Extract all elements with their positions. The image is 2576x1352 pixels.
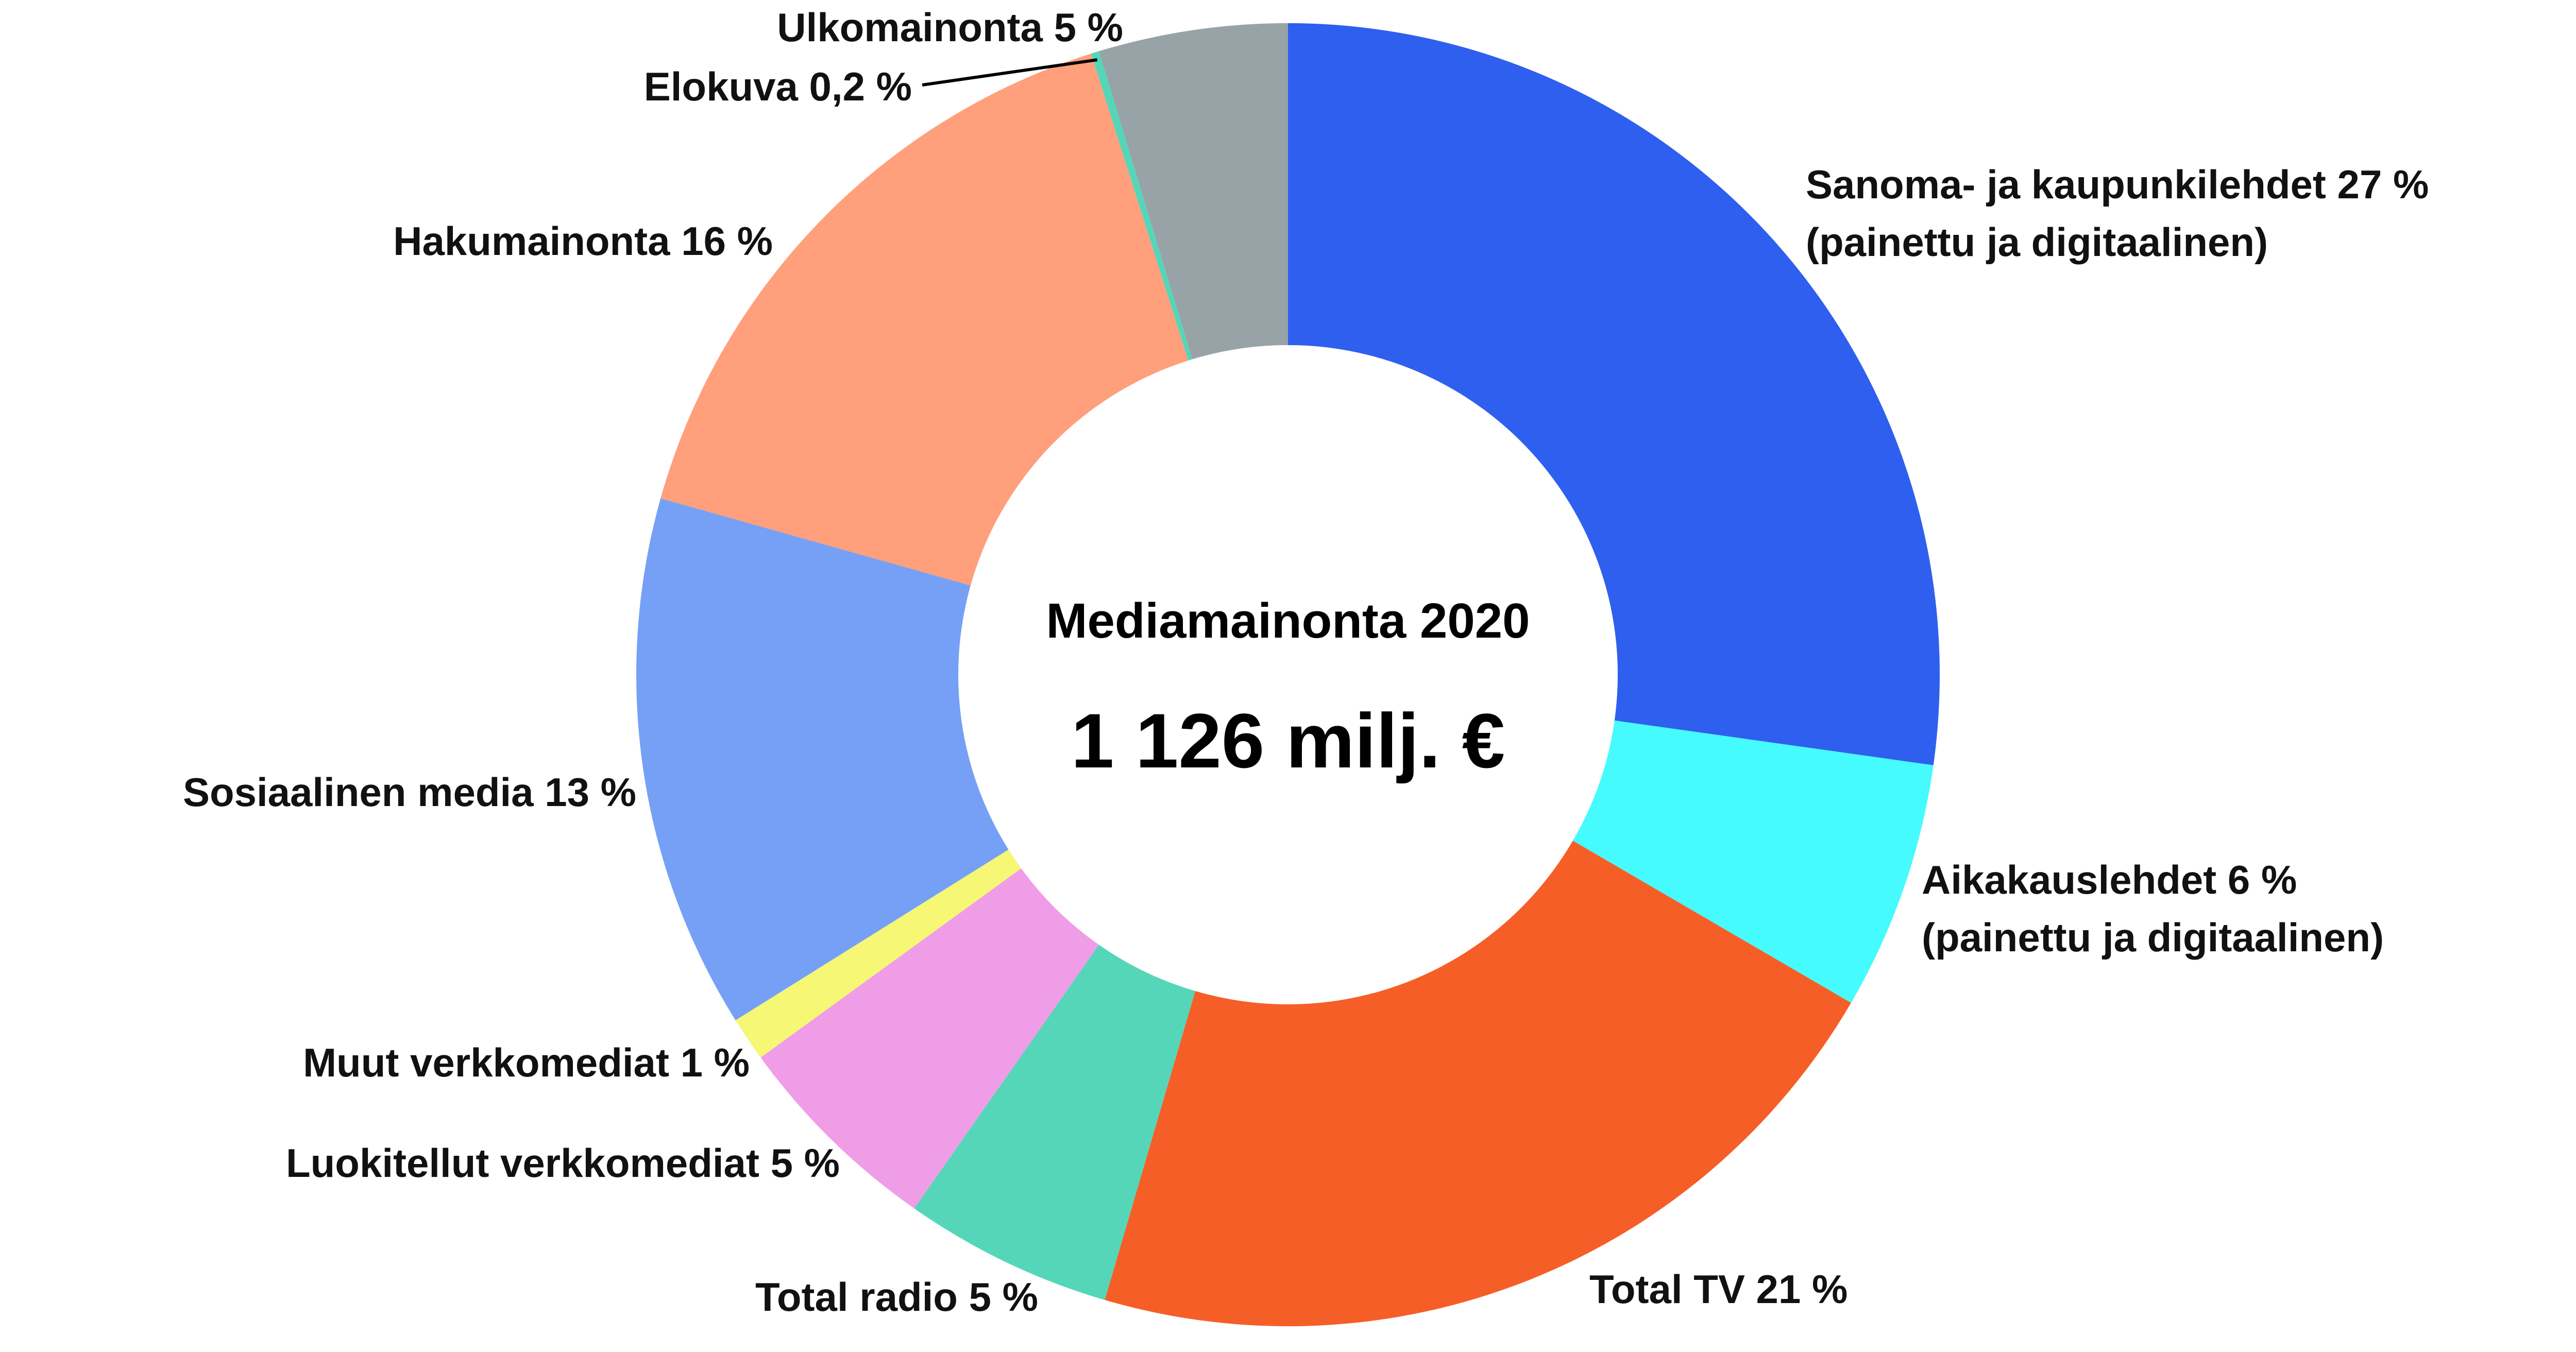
label-radio-line-0: Total radio 5 % xyxy=(755,1274,1038,1320)
slice-radio xyxy=(914,945,1196,1300)
slice-muut xyxy=(735,849,1022,1058)
slice-elokuva xyxy=(1091,51,1193,361)
slice-aikakaus xyxy=(1572,720,1934,1003)
label-tv-line-0: Total TV 21 % xyxy=(1589,1267,1848,1312)
label-radio: Total radio 5 % xyxy=(755,1274,1038,1320)
elokuva-leader-line xyxy=(922,58,1098,87)
label-elokuva: Elokuva 0,2 % xyxy=(644,64,912,109)
label-haku-line-0: Hakumainonta 16 % xyxy=(393,218,773,264)
slice-tv xyxy=(1105,841,1851,1326)
donut-slices xyxy=(636,23,1940,1326)
total-value: 1 126 milj. € xyxy=(1071,697,1505,784)
chart-title: Mediamainonta 2020 xyxy=(1046,593,1530,648)
label-tv: Total TV 21 % xyxy=(1589,1267,1848,1312)
label-luokitellut-line-0: Luokitellut verkkomediat 5 % xyxy=(286,1140,840,1186)
slice-ulko xyxy=(1098,23,1288,360)
label-luokitellut: Luokitellut verkkomediat 5 % xyxy=(286,1140,840,1186)
slice-some xyxy=(636,498,1009,1020)
label-muut: Muut verkkomediat 1 % xyxy=(303,1040,750,1085)
label-some-line-0: Sosiaalinen media 13 % xyxy=(183,769,636,815)
label-aikakaus-line-1: (painettu ja digitaalinen) xyxy=(1922,915,2384,960)
slice-haku xyxy=(660,54,1189,586)
label-sanoma-line-1: (painettu ja digitaalinen) xyxy=(1806,219,2268,265)
label-elokuva-line-0: Elokuva 0,2 % xyxy=(644,64,912,109)
label-sanoma: Sanoma- ja kaupunkilehdet 27 % (painettu … xyxy=(1806,162,2429,265)
label-muut-line-0: Muut verkkomediat 1 % xyxy=(303,1040,750,1085)
label-ulko-line-0: Ulkomainonta 5 % xyxy=(777,5,1123,50)
label-ulko: Ulkomainonta 5 % xyxy=(777,5,1123,50)
label-sanoma-line-0: Sanoma- ja kaupunkilehdet 27 % xyxy=(1806,162,2429,207)
label-some: Sosiaalinen media 13 % xyxy=(183,769,636,815)
label-aikakaus: Aikakauslehdet 6 % (painettu ja digitaali… xyxy=(1922,857,2384,960)
slice-luokitellut xyxy=(760,868,1099,1209)
slice-sanoma xyxy=(1288,23,1940,765)
label-aikakaus-line-0: Aikakauslehdet 6 % xyxy=(1922,857,2297,902)
slice-labels: Sanoma- ja kaupunkilehdet 27 % (painettu … xyxy=(183,5,2429,1320)
label-haku: Hakumainonta 16 % xyxy=(393,218,773,264)
